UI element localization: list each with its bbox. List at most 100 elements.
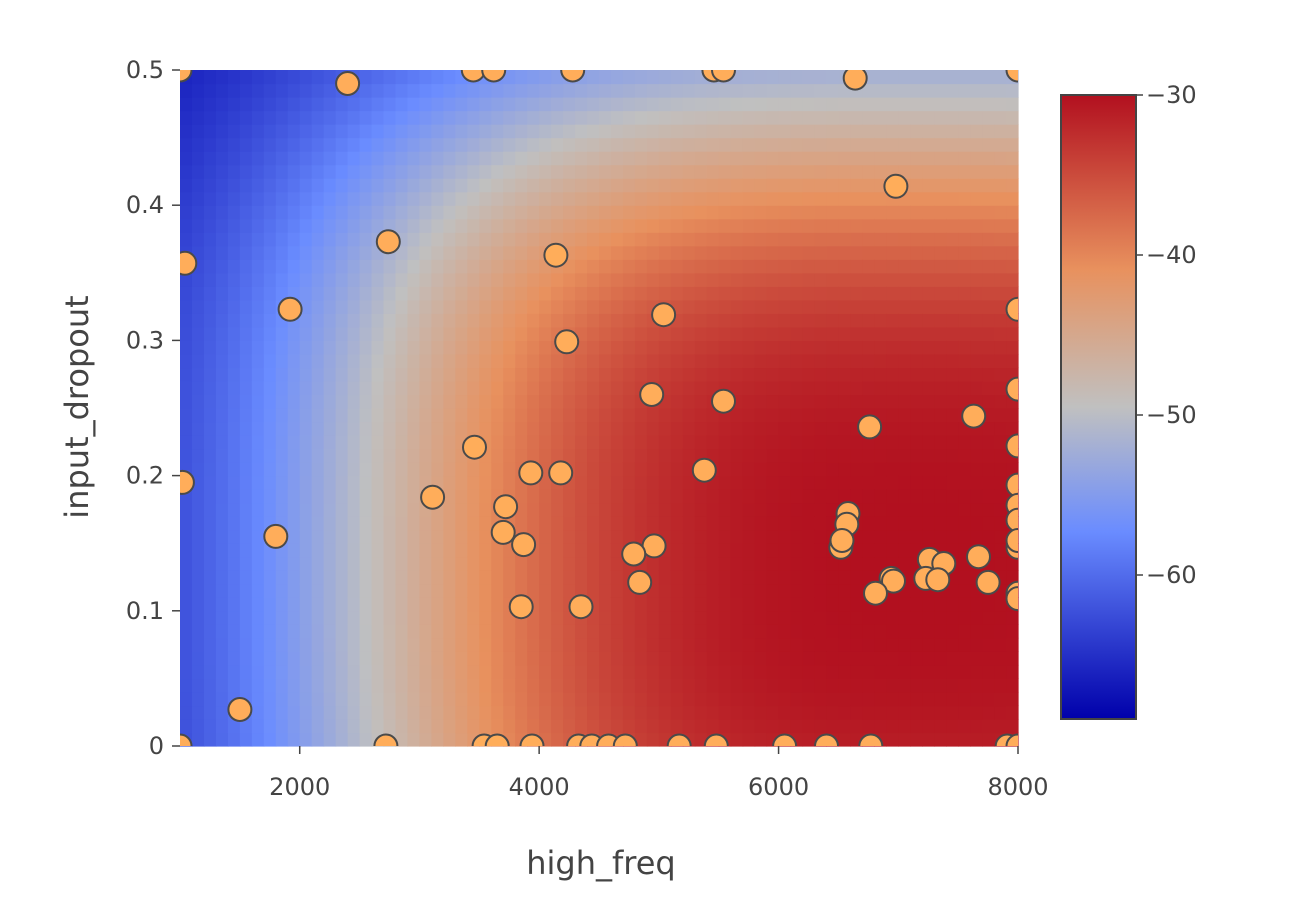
heatmap-cell (826, 651, 840, 666)
heatmap-cell (766, 272, 780, 287)
heatmap-cell (994, 651, 1007, 666)
heatmap-cell (982, 286, 995, 301)
heatmap-cell (1006, 110, 1019, 125)
heatmap-cell (191, 299, 205, 314)
heatmap-cell (718, 556, 732, 571)
heatmap-cell (299, 272, 313, 287)
heatmap-cell (970, 664, 983, 679)
heatmap-cell (658, 232, 672, 247)
heatmap-cell (275, 205, 289, 220)
heatmap-cell (443, 70, 456, 85)
heatmap-cell (658, 624, 672, 639)
heatmap-cell (814, 651, 828, 666)
heatmap-cell (946, 259, 959, 274)
heatmap-cell (203, 70, 217, 85)
heatmap-cell (910, 178, 923, 193)
heatmap-cell (670, 624, 684, 639)
heatmap-cell (1006, 718, 1019, 734)
heatmap-cell (706, 691, 720, 707)
heatmap-cell (754, 380, 768, 396)
heatmap-cell (622, 245, 636, 260)
heatmap-cell (491, 664, 504, 679)
heatmap-cell (790, 299, 804, 314)
heatmap-cell (539, 70, 552, 85)
heatmap-cell (994, 408, 1007, 423)
heatmap-cell (982, 624, 995, 639)
heatmap-cell (682, 205, 696, 220)
heatmap-cell (335, 408, 349, 423)
heatmap-cell (874, 543, 887, 558)
heatmap-cell (970, 313, 983, 328)
heatmap-cell (347, 408, 361, 423)
heatmap-cell (323, 205, 337, 220)
heatmap-cell (730, 421, 744, 436)
heatmap-cell (790, 435, 804, 450)
heatmap-cell (359, 408, 373, 423)
heatmap-cell (970, 435, 983, 450)
heatmap-cell (347, 353, 361, 369)
heatmap-cell (263, 259, 277, 274)
heatmap-cell (191, 340, 205, 355)
heatmap-cell (299, 570, 313, 585)
heatmap-cell (587, 110, 600, 125)
heatmap-cell (874, 151, 887, 166)
heatmap-cell (227, 462, 241, 477)
heatmap-cell (599, 475, 612, 490)
heatmap-cell (646, 259, 660, 274)
heatmap-cell (491, 137, 504, 152)
heatmap-cell (670, 380, 684, 396)
heatmap-cell (587, 394, 600, 409)
heatmap-cell (958, 218, 971, 233)
heatmap-cell (982, 191, 995, 206)
heatmap-cell (419, 462, 432, 477)
heatmap-cell (742, 313, 756, 328)
heatmap-cell (850, 218, 863, 233)
heatmap-cell (610, 489, 624, 504)
heatmap-cell (551, 110, 564, 125)
heatmap-cell (610, 353, 624, 369)
heatmap-cell (431, 448, 444, 463)
heatmap-cell (622, 191, 636, 206)
heatmap-cell (694, 97, 708, 112)
heatmap-cell (539, 691, 552, 707)
heatmap-cell (742, 245, 756, 260)
heatmap-cell (886, 97, 899, 112)
heatmap-cell (718, 178, 732, 193)
heatmap-cell (670, 502, 684, 517)
heatmap-cell (371, 421, 385, 436)
heatmap-cell (503, 299, 516, 314)
heatmap-cell (251, 394, 265, 409)
heatmap-cell (646, 408, 660, 423)
heatmap-cell (994, 664, 1007, 679)
heatmap-cell (826, 259, 840, 274)
heatmap-cell (910, 597, 923, 612)
heatmap-cell (982, 529, 995, 544)
heatmap-cell (407, 110, 421, 125)
heatmap-cell (982, 421, 995, 436)
heatmap-cell (838, 299, 851, 314)
heatmap-cell (802, 583, 816, 598)
heatmap-cell (994, 691, 1007, 707)
heatmap-cell (622, 435, 636, 450)
heatmap-cell (862, 259, 875, 274)
heatmap-cell (599, 664, 612, 679)
scatter-point (651, 302, 677, 328)
heatmap-cell (682, 313, 696, 328)
heatmap-cell (467, 408, 480, 423)
heatmap-cell (934, 218, 947, 233)
heatmap-cell (754, 70, 768, 85)
heatmap-cell (371, 543, 385, 558)
heatmap-cell (718, 299, 732, 314)
heatmap-cell (227, 732, 241, 747)
heatmap-cell (539, 408, 552, 423)
heatmap-cell (383, 475, 397, 490)
heatmap-cell (802, 232, 816, 247)
heatmap-cell (323, 718, 337, 734)
heatmap-cell (539, 232, 552, 247)
heatmap-cell (515, 421, 528, 436)
heatmap-cell (455, 529, 468, 544)
heatmap-cell (299, 164, 313, 179)
heatmap-cell (299, 70, 313, 85)
heatmap-cell (838, 637, 851, 652)
heatmap-cell (527, 218, 540, 233)
